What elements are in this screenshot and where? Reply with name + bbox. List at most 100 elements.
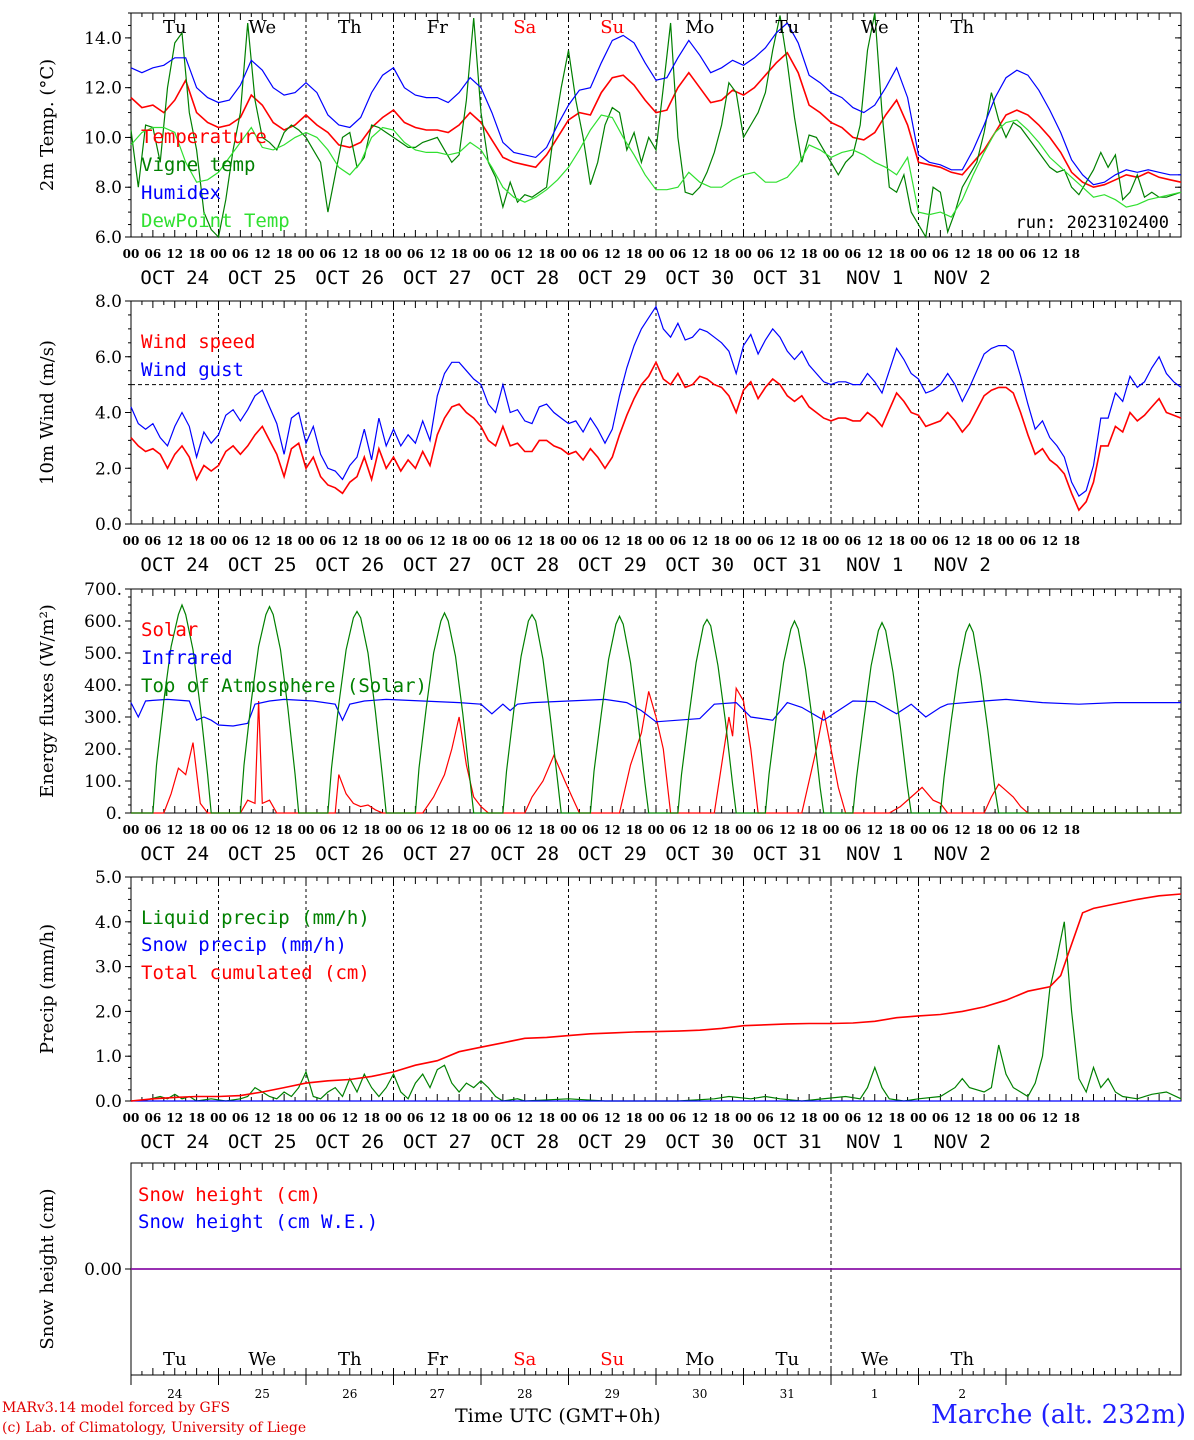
- day-abbr: We: [248, 17, 276, 38]
- series-line-solar: [131, 686, 1181, 814]
- y-tick-label: 1.0: [95, 1047, 122, 1067]
- hour-label: 18: [188, 534, 205, 548]
- y-tick-label: 3.0: [95, 958, 122, 978]
- hour-label: 12: [866, 823, 883, 837]
- date-label: OCT 31: [753, 1131, 822, 1153]
- date-label: OCT 30: [665, 1131, 734, 1153]
- date-label: OCT 25: [228, 843, 297, 865]
- hour-label: 18: [1063, 247, 1080, 261]
- y-tick-label: 8.0: [95, 292, 122, 312]
- hour-label: 06: [845, 823, 862, 837]
- day-number: 24: [167, 1387, 183, 1401]
- hour-label: 18: [801, 1111, 818, 1125]
- day-abbr: Sa: [513, 17, 536, 38]
- hour-label: 18: [538, 1111, 555, 1125]
- day-abbr: We: [861, 17, 889, 38]
- hour-label: 12: [429, 247, 446, 261]
- hour-label: 18: [363, 247, 380, 261]
- hour-label: 12: [866, 247, 883, 261]
- date-label: OCT 24: [140, 267, 209, 289]
- date-label: OCT 26: [315, 554, 384, 576]
- hour-label: 00: [123, 534, 140, 548]
- date-label: OCT 29: [578, 267, 647, 289]
- hour-label: 00: [998, 534, 1015, 548]
- date-label: OCT 31: [753, 267, 822, 289]
- hour-label: 12: [779, 1111, 796, 1125]
- hour-label: 12: [166, 823, 183, 837]
- day-number: 31: [780, 1387, 795, 1401]
- legend-entry: Temperature: [141, 126, 267, 148]
- hour-label: 06: [232, 247, 249, 261]
- hour-label: 12: [166, 247, 183, 261]
- hour-label: 00: [998, 1111, 1015, 1125]
- date-label: OCT 27: [403, 1131, 472, 1153]
- y-tick-label: 5.0: [95, 868, 122, 888]
- hour-label: 12: [516, 823, 533, 837]
- day-abbr: Su: [600, 17, 624, 38]
- hour-label: 12: [1041, 534, 1058, 548]
- hour-label: 00: [823, 247, 840, 261]
- hour-label: 06: [757, 823, 774, 837]
- hour-label: 18: [626, 247, 643, 261]
- hour-label: 18: [976, 534, 993, 548]
- hour-label: 00: [560, 247, 577, 261]
- series-line-wind-speed: [130, 360, 1182, 512]
- series-line-dewpoint-temp: [130, 114, 1182, 218]
- y-tick-label: 200.: [84, 740, 122, 760]
- panel-wind: 0.0 2.0 4.0 6.0 8.0 10m Wind (m/s) Wind speed W…: [37, 292, 1182, 576]
- hour-label: 18: [451, 1111, 468, 1125]
- hour-label: 00: [910, 247, 927, 261]
- y-axis-label: Energy fluxes (W/m²): [37, 604, 58, 798]
- hour-label: 06: [932, 823, 949, 837]
- day-number: 28: [517, 1387, 532, 1401]
- hour-label: 06: [495, 247, 512, 261]
- date-label: NOV 2: [934, 267, 991, 289]
- y-axis-label: 2m Temp. (°C): [37, 59, 58, 191]
- hour-label: 00: [735, 534, 752, 548]
- date-label: OCT 29: [578, 843, 647, 865]
- hour-label: 06: [670, 247, 687, 261]
- series-line-wind-gust: [130, 305, 1182, 498]
- hour-label: 12: [866, 1111, 883, 1125]
- date-label: OCT 24: [140, 1131, 209, 1153]
- date-label: OCT 28: [490, 843, 559, 865]
- date-label: OCT 24: [140, 554, 209, 576]
- hour-label: 06: [145, 1111, 162, 1125]
- date-label: OCT 27: [403, 843, 472, 865]
- legend-entry: Wind speed: [141, 331, 255, 353]
- series-line-vigne-temp: [130, 12, 1182, 239]
- legend-entry: Snow precip (mm/h): [141, 934, 347, 956]
- hour-label: 06: [845, 1111, 862, 1125]
- hour-label: 12: [254, 534, 271, 548]
- day-abbr: Mo: [685, 1349, 714, 1370]
- legend-entry: Snow height (cm): [138, 1184, 321, 1206]
- hour-label: 18: [538, 823, 555, 837]
- date-label: OCT 29: [578, 554, 647, 576]
- legend-entry: Humidex: [141, 182, 221, 204]
- hour-label: 12: [779, 247, 796, 261]
- hour-label: 00: [298, 247, 315, 261]
- hour-label: 06: [145, 247, 162, 261]
- y-tick-label: 0.00: [84, 1260, 122, 1280]
- hour-label: 12: [954, 1111, 971, 1125]
- panel-frame: [130, 12, 1182, 238]
- hour-label: 12: [691, 534, 708, 548]
- date-label: OCT 28: [490, 554, 559, 576]
- y-tick-label: 300.: [84, 708, 122, 728]
- hour-label: 00: [910, 823, 927, 837]
- hour-label: 12: [604, 823, 621, 837]
- hour-label: 12: [691, 1111, 708, 1125]
- hour-label: 18: [276, 247, 293, 261]
- date-label: OCT 31: [753, 843, 822, 865]
- model-credit: MARv3.14 model forced by GFS: [2, 1400, 231, 1416]
- hour-label: 18: [888, 247, 905, 261]
- hour-label: 06: [845, 534, 862, 548]
- hour-label: 18: [363, 534, 380, 548]
- day-abbr: Th: [950, 1349, 974, 1370]
- y-tick-label: 4.0: [95, 913, 122, 933]
- hour-label: 18: [626, 534, 643, 548]
- hour-label: 12: [341, 823, 358, 837]
- hour-label: 00: [473, 247, 490, 261]
- hour-label: 18: [888, 534, 905, 548]
